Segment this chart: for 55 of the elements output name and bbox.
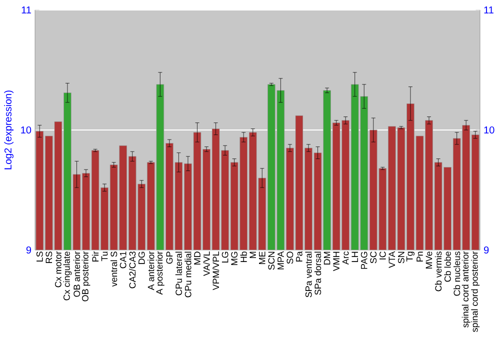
y2-tick-label: 11 [484, 6, 494, 14]
x-tick-label: PAG [360, 252, 368, 269]
y-tick-label: 11 [22, 6, 31, 14]
x-tick-label: MD [194, 252, 200, 264]
x-tick-label: spinal cord posterior [471, 251, 480, 332]
x-tick-label: SN [398, 252, 404, 264]
x-tick-label: M [250, 252, 256, 258]
x-tick-label: Cb vermis [434, 252, 442, 292]
x-tick-label: CA1 [120, 252, 126, 268]
x-tick-label: SC [370, 252, 377, 264]
x-tick-label: CPu medial [184, 252, 192, 298]
x-tick-label: RS [46, 252, 52, 263]
x-tick-label: OB posterior [82, 251, 90, 302]
x-tick-label: MPA [278, 251, 284, 270]
x-tick-label: MVe [426, 252, 432, 268]
x-tick-label: VTA [388, 251, 396, 268]
x-tick-label: VMH [333, 252, 340, 272]
x-tick-label: A anterior [148, 251, 154, 290]
x-tick-label: MG [231, 252, 238, 265]
x-tick-label: ME [259, 252, 266, 264]
x-tick-label: Hb [240, 252, 247, 262]
y-tick-label: 10 [21, 126, 32, 134]
x-tick-label: Cx cingulate [63, 252, 72, 300]
x-tick-label: DM [324, 252, 330, 264]
x-tick-label: VPM/VPL [212, 251, 220, 290]
x-tick-label: DG [138, 252, 145, 264]
x-tick-label: Pn [416, 252, 423, 262]
x-tick-label: Cx motor [54, 251, 62, 288]
x-tick-label: ventral S [110, 252, 118, 287]
x-tick-label: Pa [296, 251, 302, 262]
x-tick-label: GP [166, 252, 173, 264]
y2-tick-label: 10 [484, 126, 494, 134]
x-tick-label: OB anterior [73, 251, 80, 297]
x-tick-label: IC [379, 252, 386, 260]
x-tick-label: SO [286, 252, 294, 264]
x-tick-label: Pir [92, 251, 99, 262]
x-tick-label: A posterior [156, 251, 164, 295]
x-tick-label: Arc [342, 251, 349, 265]
x-tick-label: SPa ventral [305, 252, 312, 298]
x-tick-label: LH [352, 252, 358, 262]
y-tick-label: 9 [26, 246, 32, 254]
x-tick-label: Tg [406, 252, 414, 262]
y2-tick-label: 9 [484, 246, 489, 254]
x-tick-label: Cb lobe [444, 252, 451, 282]
x-tick-label: SPa dorsal [314, 252, 322, 295]
x-tick-label: LG [222, 252, 228, 262]
x-tick-label: Tu [101, 252, 108, 262]
x-tick-label: spinal cord anterior [462, 251, 470, 328]
x-tick-label: VA/VL [203, 251, 210, 276]
x-tick-label: SCN [268, 252, 275, 270]
x-tick-label: CA2/CA3 [129, 252, 136, 288]
y-axis-title: Log2 (expression) [4, 90, 14, 170]
x-tick-label: CPu lateral [175, 252, 182, 296]
x-tick-label: Cb nucleus [454, 252, 460, 296]
x-tick-label: LS [36, 252, 43, 262]
